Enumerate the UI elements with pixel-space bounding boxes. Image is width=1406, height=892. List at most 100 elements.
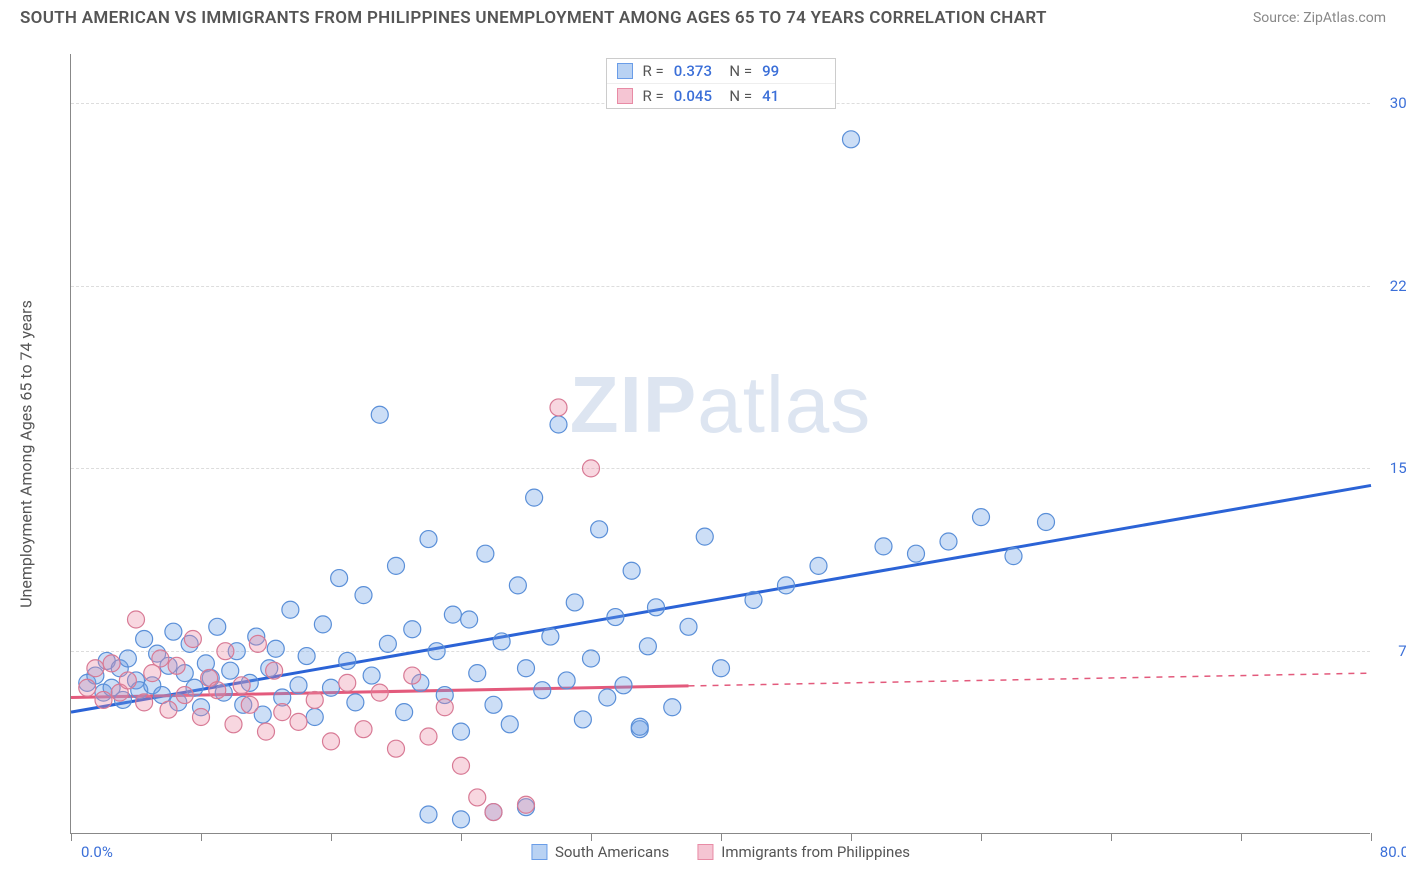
data-point [79,679,96,696]
data-point [233,677,250,694]
data-point [574,711,591,728]
data-point [388,740,405,757]
data-point [453,723,470,740]
legend-swatch [697,844,713,860]
data-point [477,545,494,562]
data-point [631,718,648,735]
data-point [267,640,284,657]
trend-line [71,485,1371,712]
data-point [160,701,177,718]
x-tick [591,833,592,841]
data-point [940,533,957,550]
legend-stats-box: R =0.373 N =99R =0.045 N =41 [606,58,836,109]
data-point [95,691,112,708]
legend-n-value: 99 [762,62,779,80]
data-point [745,592,762,609]
data-point [648,599,665,616]
plot-area: ZIPatlas 7.5%15.0%22.5%30.0% 0.0% 80.0% … [70,54,1370,834]
data-point [639,638,656,655]
data-point [274,704,291,721]
data-point [298,648,315,665]
data-point [87,660,104,677]
x-tick [461,833,462,841]
data-point [282,601,299,618]
data-point [615,677,632,694]
data-point [778,577,795,594]
legend-swatch [617,63,633,79]
legend-stat-row: R =0.373 N =99 [607,59,835,83]
data-point [550,416,567,433]
data-point [550,399,567,416]
data-point [453,757,470,774]
data-point [209,682,226,699]
data-point [339,674,356,691]
data-point [420,806,437,823]
data-point [379,635,396,652]
data-point [566,594,583,611]
data-point [331,570,348,587]
legend-r-label: R = [643,62,664,80]
data-point [583,460,600,477]
data-point [103,655,120,672]
legend-n-value: 41 [762,87,779,105]
data-point [184,631,201,648]
legend-swatch [531,844,547,860]
trend-line-dashed [689,673,1372,686]
plot-svg [71,54,1370,833]
data-point [534,682,551,699]
data-point [420,531,437,548]
x-tick [201,833,202,841]
data-point [599,689,616,706]
data-point [542,628,559,645]
data-point [843,131,860,148]
data-point [388,557,405,574]
data-point [363,667,380,684]
data-point [339,652,356,669]
data-point [396,704,413,721]
legend-stat-row: R =0.045 N =41 [607,83,835,108]
data-point [875,538,892,555]
data-point [461,611,478,628]
data-point [241,696,258,713]
legend-r-label: R = [643,87,664,105]
data-point [266,662,283,679]
y-tick-label: 30.0% [1390,94,1406,112]
data-point [1038,514,1055,531]
data-point [176,687,193,704]
y-tick-label: 7.5% [1398,642,1406,660]
data-point [165,623,182,640]
data-point [290,677,307,694]
data-point [810,557,827,574]
legend-r-value: 0.373 [674,62,712,80]
data-point [485,696,502,713]
data-point [518,660,535,677]
legend-series: South Americans Immigrants from Philippin… [531,843,910,861]
data-point [404,621,421,638]
data-point [119,650,136,667]
data-point [323,679,340,696]
x-tick [1241,833,1242,841]
legend-series-item: South Americans [531,843,669,861]
data-point [258,723,275,740]
data-point [347,694,364,711]
x-tick [71,833,72,841]
data-point [453,811,470,828]
legend-series-name: Immigrants from Philippines [721,843,910,861]
x-axis-end-label: 80.0% [1380,843,1406,861]
data-point [225,716,242,733]
data-point [290,713,307,730]
data-point [306,709,323,726]
data-point [526,489,543,506]
data-point [193,709,210,726]
data-point [404,667,421,684]
data-point [680,618,697,635]
data-point [119,672,136,689]
data-point [355,721,372,738]
data-point [371,406,388,423]
data-point [128,611,145,628]
data-point [607,609,624,626]
data-point [485,804,502,821]
x-tick [721,833,722,841]
data-point [436,699,453,716]
legend-series-name: South Americans [555,843,669,861]
